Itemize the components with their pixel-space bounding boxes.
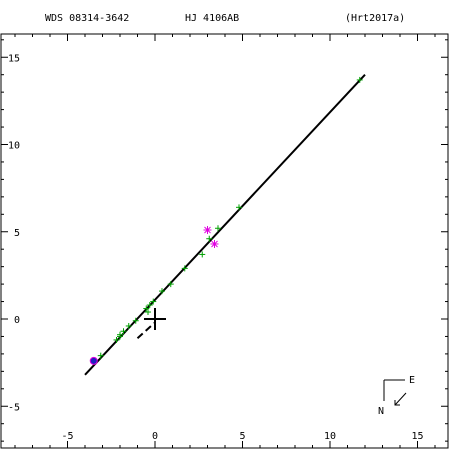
observation-plus-marker bbox=[236, 204, 242, 211]
y-tick-label: 15 bbox=[8, 53, 20, 64]
reference-point bbox=[89, 356, 98, 365]
observation-points bbox=[97, 76, 363, 359]
observation-plus-marker bbox=[143, 305, 150, 312]
x-axis-ticks bbox=[14, 34, 436, 448]
orientation-indicator: E N bbox=[378, 375, 415, 417]
observation-asterisk-marker bbox=[203, 226, 212, 235]
motion-arrow-head bbox=[394, 400, 400, 406]
y-axis-tick-labels: 15 10 5 0 -5 bbox=[8, 53, 20, 413]
y-tick-label: 5 bbox=[14, 228, 20, 239]
y-tick-label: -5 bbox=[8, 402, 20, 413]
observation-plus-marker bbox=[145, 309, 151, 316]
x-axis-tick-labels: -5 0 5 10 15 bbox=[61, 431, 423, 442]
observation-plus-marker bbox=[117, 333, 123, 340]
orbit-line bbox=[84, 74, 366, 376]
observation-asterisk-marker bbox=[210, 239, 219, 248]
observation-plus-marker bbox=[159, 288, 165, 295]
observation-plus-marker bbox=[206, 235, 213, 242]
y-axis-ticks bbox=[1, 39, 448, 442]
asterisk-stroke bbox=[211, 240, 218, 248]
observation-plus-marker bbox=[132, 317, 139, 324]
asterisk-stroke bbox=[204, 226, 211, 234]
header-discoverer: HJ 4106AB bbox=[185, 13, 239, 24]
motion-arrow-line bbox=[394, 392, 407, 406]
x-tick-label: -5 bbox=[61, 431, 73, 442]
observation-plus-marker bbox=[356, 76, 363, 83]
x-tick-label: 0 bbox=[152, 431, 158, 442]
residual-line bbox=[136, 321, 156, 339]
plot-frame bbox=[0, 33, 449, 449]
east-label: E bbox=[409, 375, 415, 386]
observation-plus-marker bbox=[125, 322, 132, 329]
observation-plus-marker bbox=[97, 352, 104, 359]
header-reference: (Hrt2017a) bbox=[345, 13, 405, 24]
north-label: N bbox=[378, 406, 384, 417]
x-tick-label: 15 bbox=[411, 431, 423, 442]
header-wds: WDS 08314-3642 bbox=[45, 13, 129, 24]
observation-plus-marker bbox=[150, 298, 157, 305]
observation-plus-marker bbox=[215, 225, 221, 232]
observation-plus-marker bbox=[120, 328, 127, 335]
x-tick-label: 10 bbox=[324, 431, 336, 442]
observation-plus-marker bbox=[167, 281, 174, 288]
observation-plus-marker bbox=[146, 302, 153, 309]
x-tick-label: 5 bbox=[239, 431, 245, 442]
observation-plus-marker bbox=[181, 265, 188, 272]
observation-plus-marker bbox=[113, 336, 120, 343]
y-tick-label: 10 bbox=[8, 141, 20, 152]
primary-star-marker bbox=[144, 308, 166, 330]
y-tick-label: 0 bbox=[14, 315, 20, 326]
observation-plus-marker bbox=[199, 251, 206, 258]
